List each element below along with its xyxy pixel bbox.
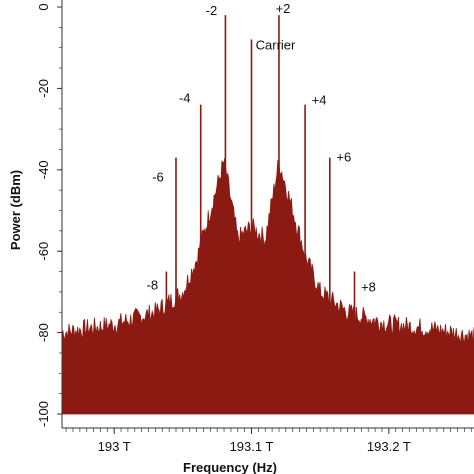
x-tick-label: 193.1 T — [230, 439, 274, 454]
sideband-label: +2 — [276, 1, 291, 16]
sideband-label: -6 — [152, 170, 164, 185]
axes — [61, 0, 474, 429]
x-ticks: 193 T 193.1 T 193.2 T — [65, 428, 472, 454]
sideband-label: +8 — [361, 280, 376, 295]
y-tick-label: -80 — [36, 323, 51, 342]
sideband-label: -8 — [147, 278, 159, 293]
sideband-label: +6 — [336, 150, 351, 165]
y-tick-label: -20 — [36, 79, 51, 98]
sideband-label: +4 — [312, 93, 327, 108]
sideband-label: -2 — [206, 3, 218, 18]
y-axis-title: Power (dBm) — [8, 170, 23, 250]
y-tick-label: -60 — [36, 242, 51, 261]
y-ticks: 0 -20 -40 -60 -80 -100 — [36, 3, 62, 427]
y-tick-label: -100 — [36, 401, 51, 427]
x-tick-label: 193 T — [98, 439, 131, 454]
y-tick-label: -40 — [36, 160, 51, 179]
noise-floor-area — [61, 157, 474, 415]
sideband-annotations: -8 -6 -4 -2 Carrier +2 +4 +6 +8 — [147, 1, 376, 294]
x-axis-title: Frequency (Hz) — [183, 460, 277, 474]
sideband-label: Carrier — [256, 38, 296, 53]
y-tick-label: 0 — [36, 3, 51, 10]
sideband-label: -4 — [179, 91, 191, 106]
x-tick-label: 193.2 T — [367, 439, 411, 454]
plot-area — [61, 15, 474, 415]
